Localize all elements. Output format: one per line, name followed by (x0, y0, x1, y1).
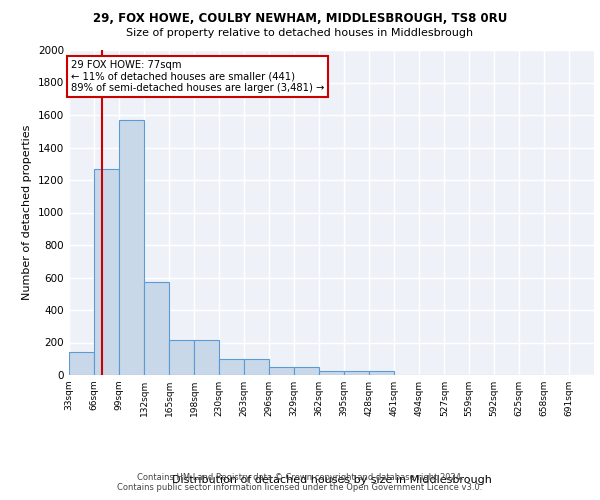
Text: Contains HM Land Registry data © Crown copyright and database right 2024.
Contai: Contains HM Land Registry data © Crown c… (118, 473, 482, 492)
Bar (169, 340, 194, 375)
Bar (319, 371, 344, 375)
Bar (344, 371, 369, 375)
Bar (144, 282, 169, 375)
X-axis label: Distribution of detached houses by size in Middlesbrough: Distribution of detached houses by size … (172, 474, 491, 484)
Bar (194, 340, 220, 375)
Bar (294, 367, 319, 375)
Text: 29, FOX HOWE, COULBY NEWHAM, MIDDLESBROUGH, TS8 0RU: 29, FOX HOWE, COULBY NEWHAM, MIDDLESBROU… (93, 12, 507, 26)
Bar (269, 367, 294, 375)
Bar (94, 168, 119, 375)
Bar (218, 359, 244, 375)
Text: 29 FOX HOWE: 77sqm
← 11% of detached houses are smaller (441)
89% of semi-detach: 29 FOX HOWE: 77sqm ← 11% of detached hou… (71, 60, 324, 93)
Bar (69, 352, 94, 375)
Text: Size of property relative to detached houses in Middlesbrough: Size of property relative to detached ho… (127, 28, 473, 38)
Y-axis label: Number of detached properties: Number of detached properties (22, 125, 32, 300)
Bar (369, 371, 394, 375)
Bar (119, 120, 144, 375)
Bar (244, 359, 269, 375)
